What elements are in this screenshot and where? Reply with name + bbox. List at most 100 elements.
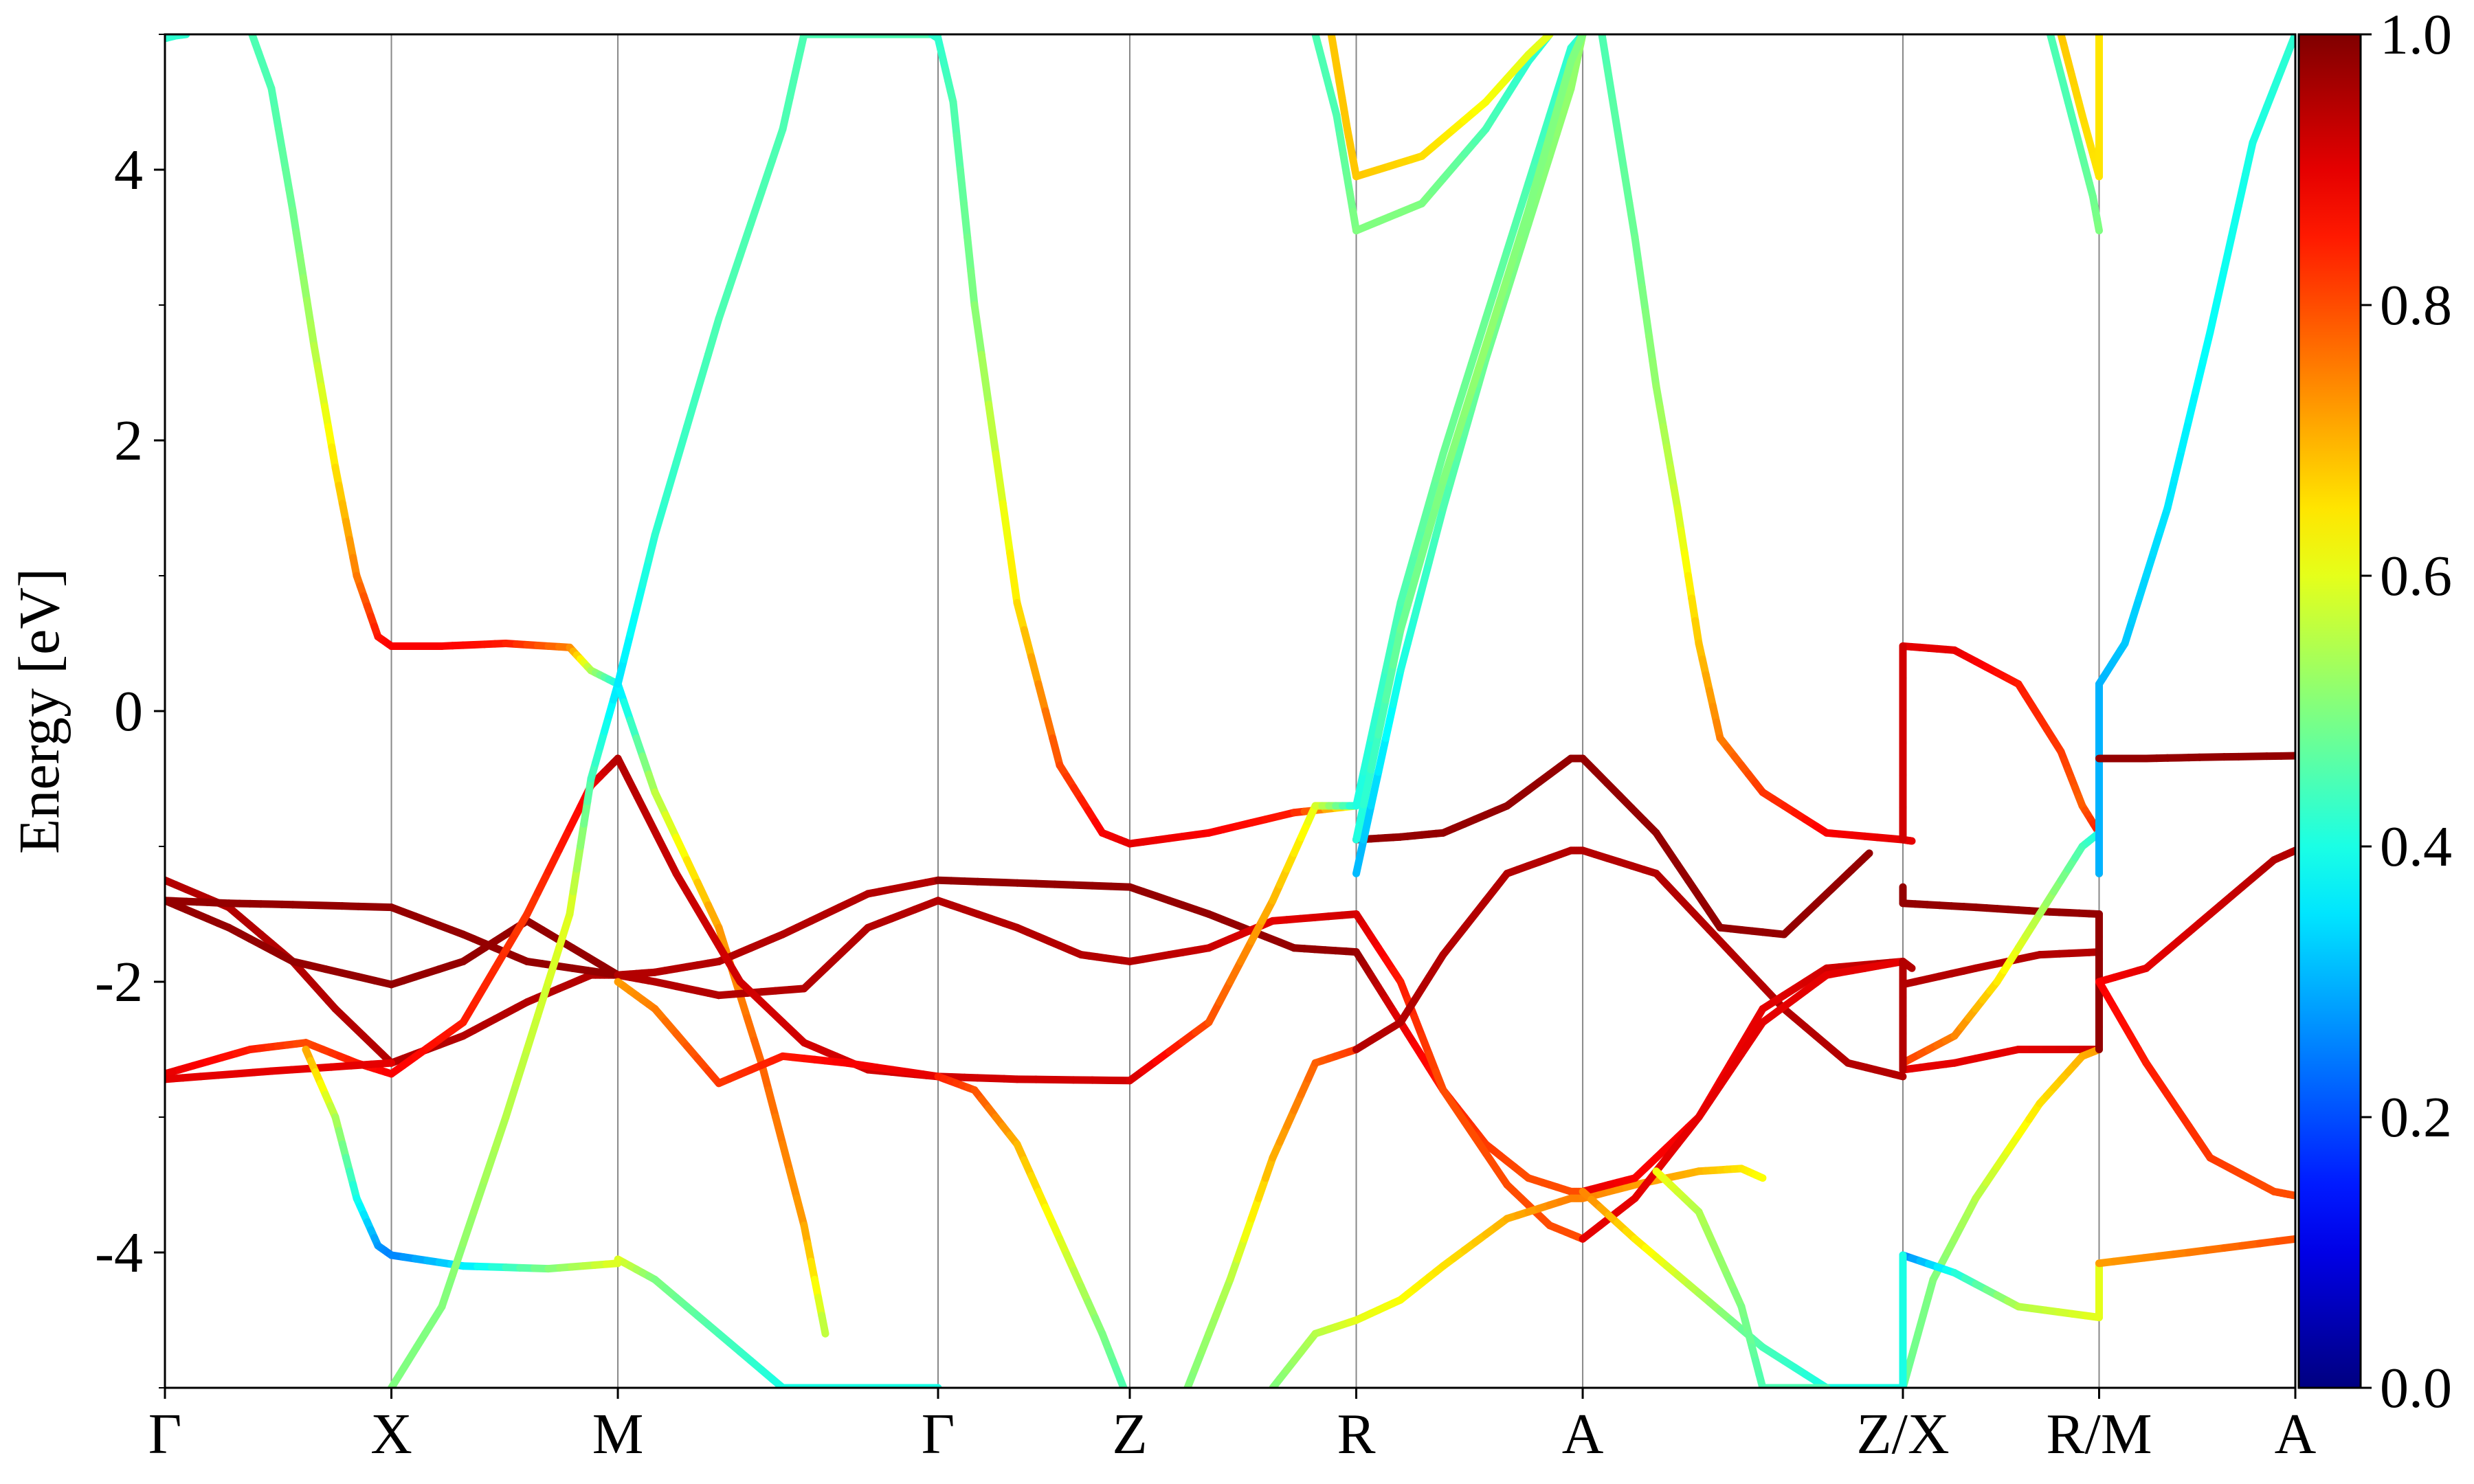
band-segment xyxy=(1374,696,1390,739)
band-segment xyxy=(1496,274,1511,304)
band-series xyxy=(1327,34,1361,181)
band-segment xyxy=(2170,445,2186,483)
band-segment xyxy=(1503,224,1518,255)
band-segment xyxy=(1531,175,1547,205)
band-segment xyxy=(566,888,577,918)
band-series xyxy=(1126,802,1361,1085)
band-segment xyxy=(2178,416,2193,453)
band-segment xyxy=(750,1036,766,1067)
band-series xyxy=(614,1255,942,1388)
band-segment xyxy=(1517,206,1533,237)
band-segment xyxy=(1439,479,1454,512)
band-segment xyxy=(544,944,563,986)
band-segment xyxy=(566,803,584,833)
band-segment xyxy=(2273,1235,2295,1246)
band-segment xyxy=(693,350,712,395)
x-tick-label: A xyxy=(2275,1402,2317,1466)
band-segment xyxy=(1453,429,1469,462)
band-segment xyxy=(1539,152,1554,183)
band-segment xyxy=(768,125,787,165)
band-series xyxy=(1352,948,1587,1195)
band-series xyxy=(2095,846,2295,986)
band-segment xyxy=(726,251,744,291)
band-series xyxy=(934,1072,1134,1085)
band-segment xyxy=(1425,502,1440,535)
band-segment xyxy=(555,824,574,854)
band-segment xyxy=(1020,626,1036,661)
x-tick-label: Γ xyxy=(148,1402,182,1466)
x-tick-label: Γ xyxy=(922,1402,955,1466)
band-segment xyxy=(1411,585,1426,620)
band-segment xyxy=(1598,34,1612,72)
band-segment xyxy=(2199,328,2214,366)
band-segment xyxy=(367,1059,396,1068)
band-segment xyxy=(1634,258,1646,291)
colorbar-tick-label: 0.6 xyxy=(2380,544,2452,608)
band-segment xyxy=(583,775,595,805)
band-segment xyxy=(1688,594,1700,625)
band-segment xyxy=(693,879,712,909)
band-segment xyxy=(992,450,1007,508)
band-segment xyxy=(1396,601,1412,634)
band-segment xyxy=(1439,427,1454,458)
band-segment xyxy=(1524,181,1539,214)
band-series xyxy=(1352,910,1587,1243)
band-segment xyxy=(1389,666,1405,708)
colorbar: 0.0 0.2 0.4 0.6 0.8 1.0 xyxy=(2297,3,2452,1420)
band-series xyxy=(165,1059,396,1083)
band-series xyxy=(1352,1194,1587,1324)
band-segment xyxy=(818,1312,829,1338)
band-segment xyxy=(1475,341,1490,372)
y-tick-label: -4 xyxy=(95,1221,143,1285)
band-segment xyxy=(1496,247,1511,278)
band-segment xyxy=(1503,265,1518,295)
band-segment xyxy=(620,630,634,663)
band-segment xyxy=(736,220,755,260)
band-segment xyxy=(1432,477,1447,510)
band-segment xyxy=(1226,957,1245,986)
band-segment xyxy=(683,856,702,887)
band-segment xyxy=(1625,199,1639,241)
band-series xyxy=(1183,1046,1361,1388)
band-segment xyxy=(638,556,653,589)
band-segment xyxy=(1642,308,1653,341)
band-series xyxy=(302,1046,622,1273)
band-segment xyxy=(1453,382,1469,413)
band-series xyxy=(2095,1235,2295,1268)
band-series xyxy=(934,1072,1128,1388)
band-segment xyxy=(672,423,691,467)
band-segment xyxy=(662,459,680,503)
band-segment xyxy=(1510,243,1526,273)
band-segment xyxy=(1482,319,1497,350)
band-segment xyxy=(960,199,972,241)
band-segment xyxy=(715,923,730,954)
band-series xyxy=(1579,1165,1767,1202)
band-series xyxy=(1652,1167,1831,1388)
band-segment xyxy=(1205,998,1223,1026)
band-series xyxy=(1311,34,1361,235)
band-segment xyxy=(2163,475,2178,512)
band-segment xyxy=(1539,132,1554,165)
band-segment xyxy=(1237,937,1256,965)
y-axis: -4 -2 0 2 4 xyxy=(95,34,165,1389)
band-segment xyxy=(2234,170,2250,210)
band-segment xyxy=(2227,202,2242,241)
y-tick-label: 2 xyxy=(114,409,143,473)
band-segment xyxy=(772,1113,787,1148)
band-segment xyxy=(736,991,751,1022)
band-segment xyxy=(303,296,315,327)
band-segment xyxy=(1620,166,1634,207)
band-segment xyxy=(785,1167,801,1202)
band-segment xyxy=(793,1194,808,1230)
y-tick-label: -2 xyxy=(95,950,143,1014)
band-segment xyxy=(1614,132,1628,174)
band-segment xyxy=(977,350,993,408)
band-series xyxy=(1352,754,1587,844)
band-segment xyxy=(2220,234,2236,273)
band-segment xyxy=(1467,364,1483,395)
band-segment xyxy=(1517,220,1533,251)
band-segment xyxy=(1460,387,1475,418)
band-segment xyxy=(1531,134,1547,165)
band-segment xyxy=(1367,768,1383,810)
